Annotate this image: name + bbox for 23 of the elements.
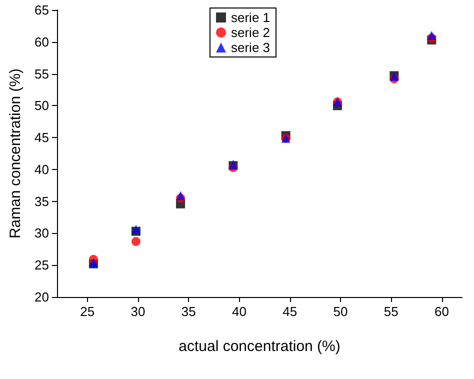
x-tick-label: 50: [333, 304, 348, 319]
y-tick-label: 50: [34, 98, 49, 114]
y-tick-label: 20: [34, 290, 49, 304]
y-tick-label: 45: [34, 130, 49, 146]
y-tick-label: 30: [34, 226, 49, 241]
x-tick-label: 45: [282, 304, 298, 319]
x-tick-label: 35: [181, 304, 196, 319]
x-tick-label: 30: [130, 304, 146, 319]
x-tick-label: 40: [232, 304, 246, 319]
legend-label: serie 3: [231, 40, 270, 55]
y-tick-label: 40: [34, 162, 49, 177]
y-tick-label: 55: [34, 66, 49, 82]
x-tick-label: 25: [80, 304, 95, 319]
x-tick-label: 55: [384, 304, 398, 319]
x-tick-label: 60: [434, 304, 449, 319]
legend-label: serie 1: [231, 10, 270, 25]
y-tick-label: 60: [34, 34, 49, 50]
legend-label: serie 2: [231, 25, 270, 40]
y-tick-label: 65: [34, 2, 49, 18]
y-axis-title: Raman concentration (%): [7, 68, 24, 239]
x-axis-title: actual concentration (%): [178, 338, 340, 355]
y-tick-label: 25: [34, 258, 49, 273]
y-tick-label: 35: [34, 194, 49, 209]
